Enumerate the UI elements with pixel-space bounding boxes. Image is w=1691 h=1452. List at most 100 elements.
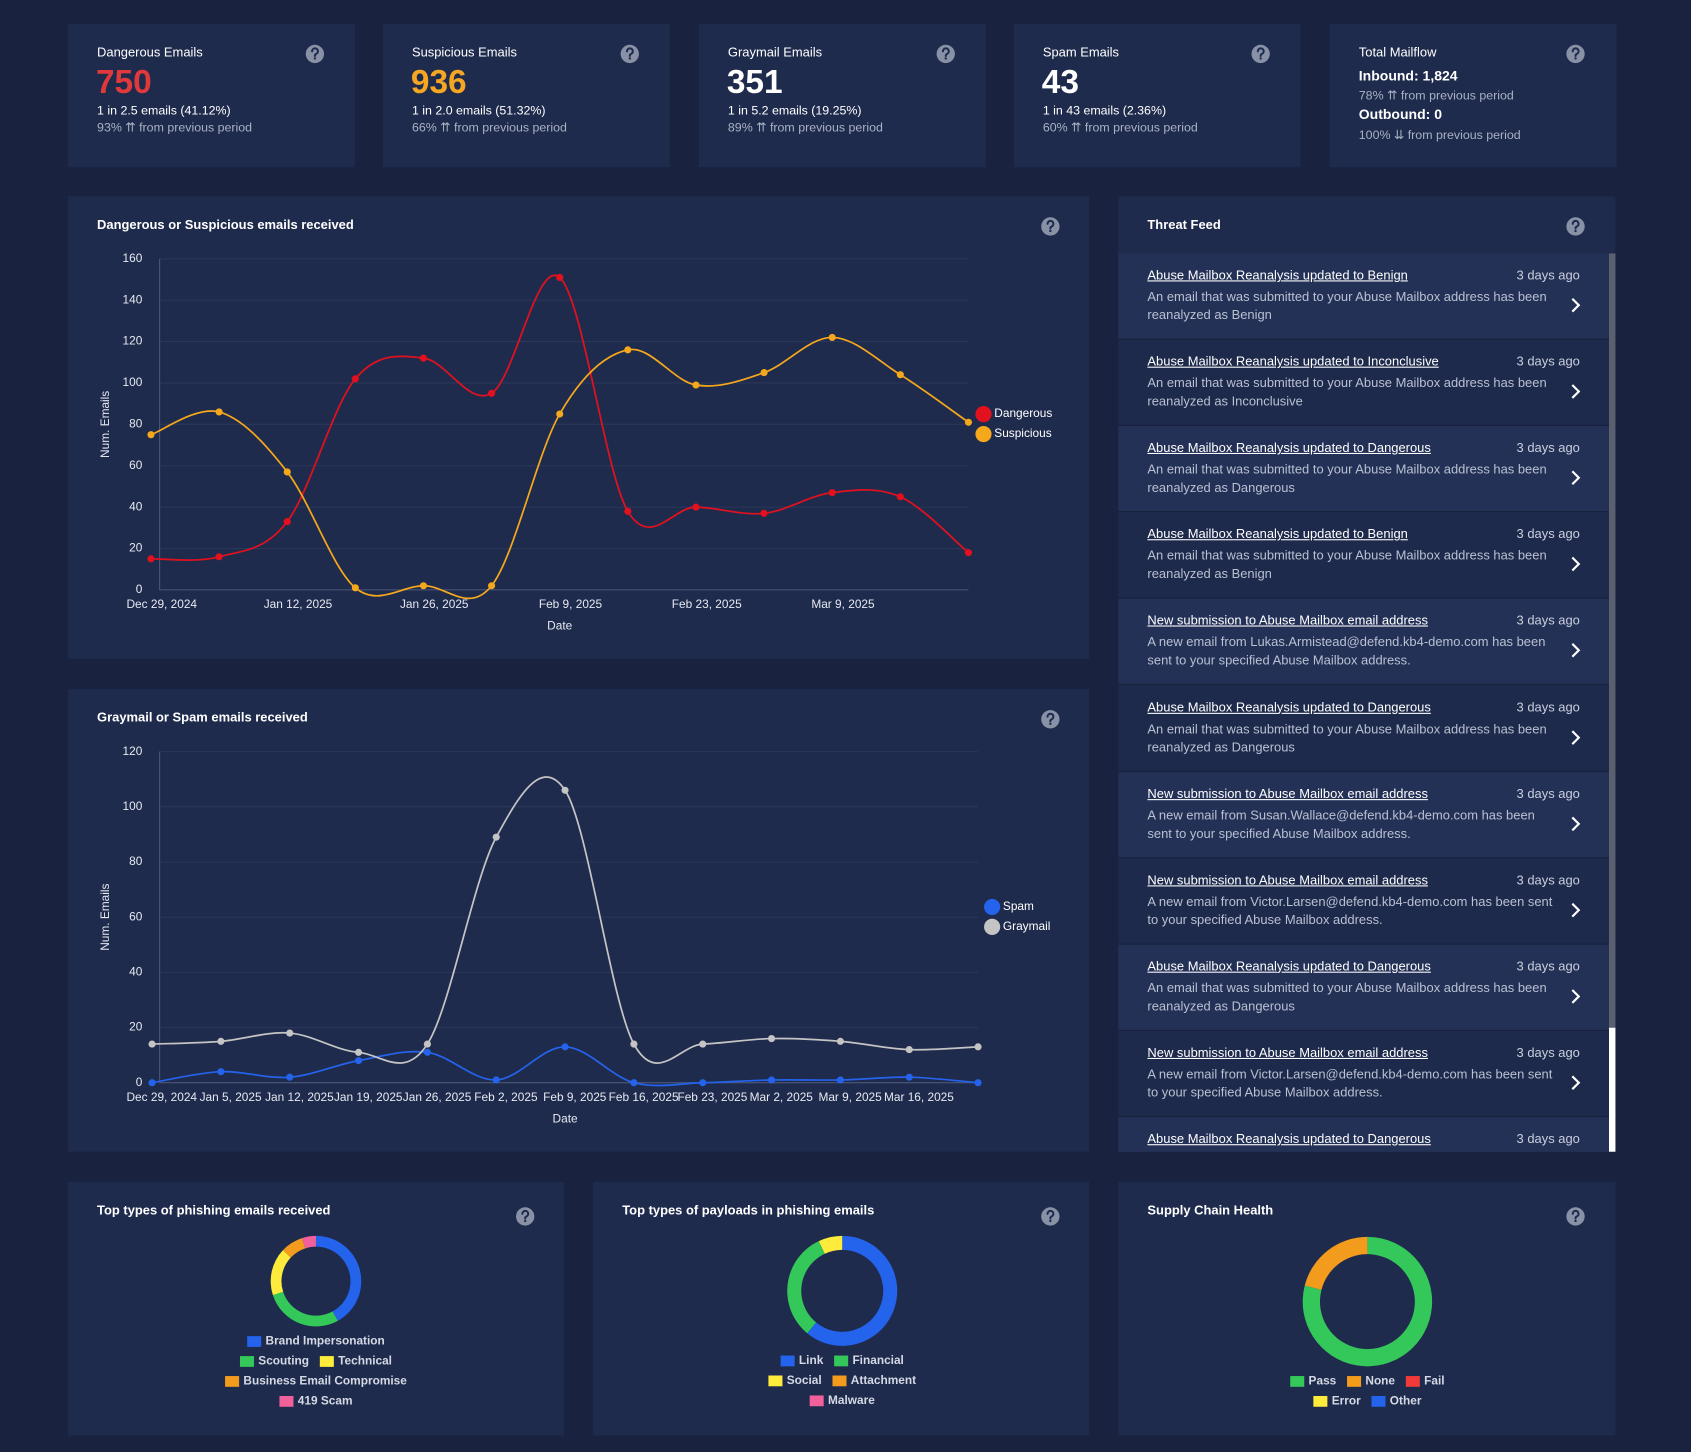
help-icon-dot: [1574, 57, 1577, 60]
feed-item-open[interactable]: [1570, 988, 1581, 1005]
data-point: [492, 1076, 500, 1084]
chevron: [1571, 729, 1581, 745]
help-icon[interactable]: [1041, 710, 1060, 729]
feed-item-title[interactable]: Abuse Mailbox Reanalysis updated to Dang…: [1147, 699, 1431, 715]
help-icon[interactable]: [1041, 1207, 1060, 1226]
feed-item-title[interactable]: New submission to Abuse Mailbox email ad…: [1147, 1044, 1428, 1060]
feed-item-time: 3 days ago: [1516, 699, 1580, 715]
feed-item-title[interactable]: Abuse Mailbox Reanalysis updated to Dang…: [1147, 1131, 1431, 1147]
data-point: [215, 553, 223, 561]
feed-item-open[interactable]: [1570, 901, 1581, 918]
feed-item-open[interactable]: [1570, 297, 1581, 314]
feed-item-time: 3 days ago: [1516, 1044, 1580, 1060]
data-point: [561, 1043, 569, 1051]
legend-swatch: [768, 1375, 783, 1387]
legend-item: Link: [780, 1353, 824, 1367]
help-icon-glyph: [625, 47, 634, 57]
y-tick-label: 100: [123, 799, 143, 813]
scrollbar-track: [1608, 1027, 1616, 1152]
legend-swatch: [239, 1356, 254, 1367]
feed-item-open[interactable]: [1570, 469, 1581, 486]
stat-card: [67, 23, 355, 168]
x-tick-label: Jan 5, 2025: [200, 1090, 262, 1104]
data-point: [624, 346, 632, 354]
data-point: [351, 375, 359, 383]
feed-item-open[interactable]: [1570, 728, 1581, 745]
feed-item-title[interactable]: Abuse Mailbox Reanalysis updated to Dang…: [1147, 958, 1431, 974]
feed-item-title[interactable]: Abuse Mailbox Reanalysis updated to Beni…: [1147, 526, 1408, 542]
chart-title: Dangerous or Suspicious emails received: [97, 217, 354, 232]
legend-item: Other: [1371, 1394, 1422, 1408]
feed-item-time: 3 days ago: [1516, 1131, 1580, 1147]
threat-feed-list: Abuse Mailbox Reanalysis updated to Beni…: [1118, 253, 1609, 1152]
help-icon[interactable]: [1041, 217, 1060, 236]
stat-value: 936: [411, 64, 467, 101]
feed-item-title[interactable]: New submission to Abuse Mailbox email ad…: [1147, 872, 1428, 888]
chart-title: Top types of payloads in phishing emails: [622, 1202, 874, 1217]
help-icon-glyph: [1046, 712, 1055, 723]
feed-item: Abuse Mailbox Reanalysis updated to Dang…: [1118, 426, 1609, 513]
legend-swatch: [832, 1375, 847, 1387]
x-tick-label: Mar 2, 2025: [750, 1090, 814, 1104]
mailflow-inbound-change: 78% ⇈ from previous period: [1359, 88, 1514, 102]
legend-swatch: [1313, 1395, 1328, 1407]
data-point: [354, 1048, 363, 1056]
donut-segment: [315, 1235, 362, 1321]
feed-item-title[interactable]: Abuse Mailbox Reanalysis updated to Inco…: [1147, 353, 1439, 369]
legend-label: Scouting: [258, 1354, 309, 1368]
legend-label: None: [1365, 1374, 1395, 1388]
donut-segment: [272, 1291, 338, 1327]
data-point: [148, 1079, 156, 1087]
help-icon-dot: [1259, 57, 1262, 60]
help-icon[interactable]: [305, 44, 325, 64]
feed-item-open[interactable]: [1570, 1074, 1581, 1091]
help-icon-glyph: [311, 47, 319, 57]
help-icon[interactable]: [1566, 44, 1585, 64]
chevron: [1571, 988, 1581, 1004]
x-tick-label: Feb 9, 2025: [543, 1090, 607, 1104]
x-tick-label: Dec 29, 2024: [126, 1090, 197, 1104]
feed-item: New submission to Abuse Mailbox email ad…: [1118, 1030, 1609, 1118]
legend-swatch: [1405, 1376, 1420, 1387]
feed-item-title[interactable]: New submission to Abuse Mailbox email ad…: [1147, 785, 1428, 801]
help-icon[interactable]: [1566, 1207, 1585, 1226]
feed-item: New submission to Abuse Mailbox email ad…: [1118, 771, 1609, 858]
help-icon[interactable]: [516, 1207, 535, 1226]
data-point: [556, 410, 564, 418]
help-icon[interactable]: [936, 44, 955, 64]
legend-item: Scouting: [239, 1354, 309, 1368]
y-tick-label: 120: [123, 334, 143, 348]
legend-item: Financial: [834, 1353, 904, 1367]
feed-item-open[interactable]: [1570, 815, 1581, 832]
mailflow-card: [1329, 23, 1617, 168]
stat-ratio: 1 in 2.0 emails (51.32%): [412, 103, 546, 117]
feed-item-time: 3 days ago: [1516, 958, 1580, 974]
help-icon-dot: [1049, 1219, 1052, 1223]
stat-title: Dangerous Emails: [97, 44, 203, 59]
help-icon[interactable]: [1251, 44, 1270, 64]
feed-item-title[interactable]: Abuse Mailbox Reanalysis updated to Beni…: [1147, 267, 1408, 283]
stat-card: [1013, 23, 1301, 168]
chart-card: [67, 1181, 565, 1436]
data-point: [905, 1046, 913, 1054]
donut-segment: [1304, 1236, 1368, 1290]
stat-title: Suspicious Emails: [412, 44, 517, 59]
legend-item: None: [1347, 1374, 1395, 1388]
feed-item-open[interactable]: [1570, 383, 1581, 400]
feed-item-time: 3 days ago: [1516, 440, 1580, 456]
feed-item-title[interactable]: New submission to Abuse Mailbox email ad…: [1147, 612, 1428, 629]
feed-item-title[interactable]: Abuse Mailbox Reanalysis updated to Dang…: [1147, 440, 1431, 456]
feed-item-open[interactable]: [1570, 556, 1581, 573]
help-icon-dot: [944, 57, 947, 60]
feed-item-text: An email that was submitted to your Abus…: [1147, 980, 1547, 1014]
help-icon[interactable]: [1566, 217, 1585, 236]
chevron: [1571, 384, 1581, 399]
feed-item-open[interactable]: [1570, 642, 1581, 659]
mailflow-outbound-change: 100% ⇊ from previous period: [1359, 128, 1521, 142]
legend-swatch: [1347, 1376, 1362, 1387]
data-point: [828, 489, 836, 497]
help-icon-glyph: [1256, 47, 1265, 57]
help-icon-glyph: [1571, 219, 1580, 230]
help-icon[interactable]: [620, 44, 639, 64]
